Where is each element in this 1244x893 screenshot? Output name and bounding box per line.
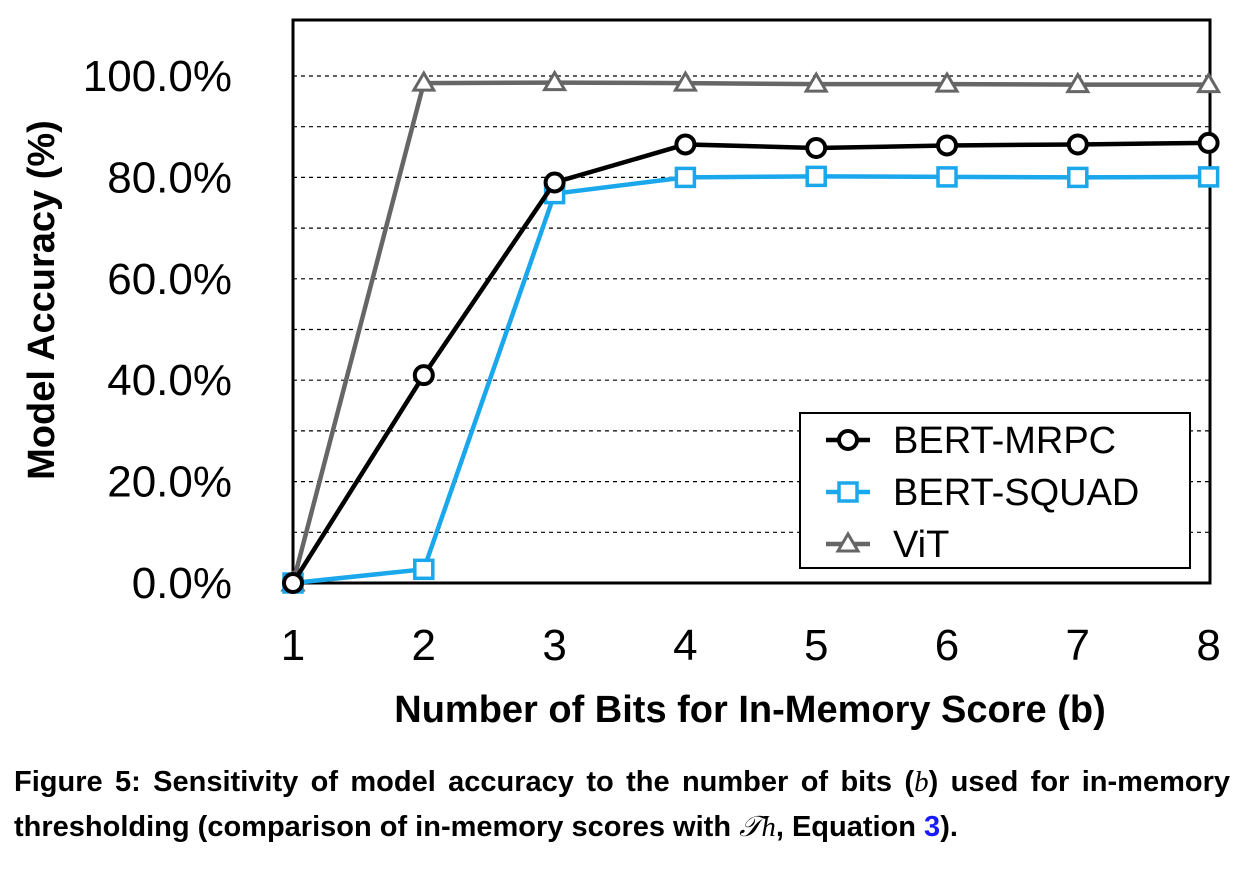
x-tick-label: 2: [412, 621, 436, 670]
x-tick-label: 6: [935, 621, 959, 670]
legend-label: BERT-MRPC: [893, 420, 1116, 462]
y-tick-label: 40.0%: [107, 356, 232, 405]
data-point-bert-squad: [1197, 166, 1220, 188]
x-axis-title: Number of Bits for In-Memory Score (b): [394, 689, 1106, 731]
caption-mid: ) used for in-memory thresholding (compa…: [14, 766, 1230, 843]
data-point-bert-squad: [1067, 166, 1089, 189]
caption-var-b: b: [914, 766, 929, 798]
data-point-bert-squad: [805, 165, 827, 188]
data-point-bert-mrpc: [936, 134, 958, 157]
data-point-vit: [803, 71, 829, 93]
equation-link[interactable]: 3: [924, 811, 941, 843]
series-layer: [280, 69, 1222, 594]
legend-label: BERT-SQUAD: [893, 472, 1139, 514]
data-point-bert-squad: [413, 558, 435, 581]
legend-marker: [835, 531, 861, 553]
legend: BERT-MRPC BERT-SQUAD ViT: [799, 412, 1191, 569]
data-point-vit: [934, 71, 960, 93]
x-axis-ticks: 1 2 3 4 5 6 7 8: [281, 621, 1221, 670]
data-point-vit: [1065, 71, 1091, 94]
series-bert-mrpc: [282, 131, 1220, 594]
data-point-vit: [672, 70, 699, 92]
series-line-vit: [290, 80, 1209, 584]
data-point-bert-mrpc: [282, 572, 304, 594]
data-point-bert-squad: [936, 166, 958, 188]
y-axis-ticks: 0.0% 20.0% 40.0% 60.0% 80.0% 100.0%: [83, 52, 232, 608]
data-point-bert-mrpc: [805, 136, 828, 159]
data-point-bert-mrpc: [674, 133, 697, 156]
x-tick-label: 5: [804, 621, 828, 670]
x-tick-label: 1: [281, 621, 305, 670]
data-point-bert-squad: [674, 166, 697, 189]
x-tick-label: 3: [542, 621, 566, 670]
legend-marker: [837, 481, 859, 503]
y-tick-label: 0.0%: [132, 559, 232, 608]
caption-after-th: , Equation: [775, 811, 925, 843]
series-line-bert-mrpc: [291, 140, 1209, 585]
caption-var-th: 𝒯h: [739, 811, 776, 843]
data-point-bert-mrpc: [412, 364, 435, 387]
x-tick-label: 8: [1196, 621, 1220, 670]
plot-frame: [291, 18, 1212, 585]
data-point-bert-mrpc: [1197, 131, 1220, 154]
caption-end: ).: [940, 811, 958, 843]
series-bert-squad: [282, 165, 1220, 594]
y-tick-label: 100.0%: [83, 52, 232, 101]
data-point-vit: [1195, 71, 1222, 94]
x-tick-label: 4: [673, 621, 697, 670]
series-vit: [280, 69, 1222, 592]
y-tick-label: 80.0%: [107, 153, 232, 202]
data-point-vit: [541, 69, 568, 92]
data-point-vit: [411, 70, 437, 92]
y-axis-title: Model Accuracy (%): [21, 120, 63, 480]
legend-label: ViT: [893, 524, 949, 566]
caption-prefix: Figure 5: Sensitivity of model accuracy …: [14, 766, 915, 798]
x-tick-label: 7: [1066, 621, 1090, 670]
y-tick-label: 60.0%: [107, 255, 232, 304]
y-tick-label: 20.0%: [107, 458, 232, 507]
data-point-bert-mrpc: [543, 171, 566, 194]
series-line-bert-squad: [292, 174, 1209, 586]
figure-caption: Figure 5: Sensitivity of model accuracy …: [14, 760, 1230, 850]
data-point-bert-mrpc: [1066, 133, 1089, 156]
legend-marker: [837, 429, 859, 451]
